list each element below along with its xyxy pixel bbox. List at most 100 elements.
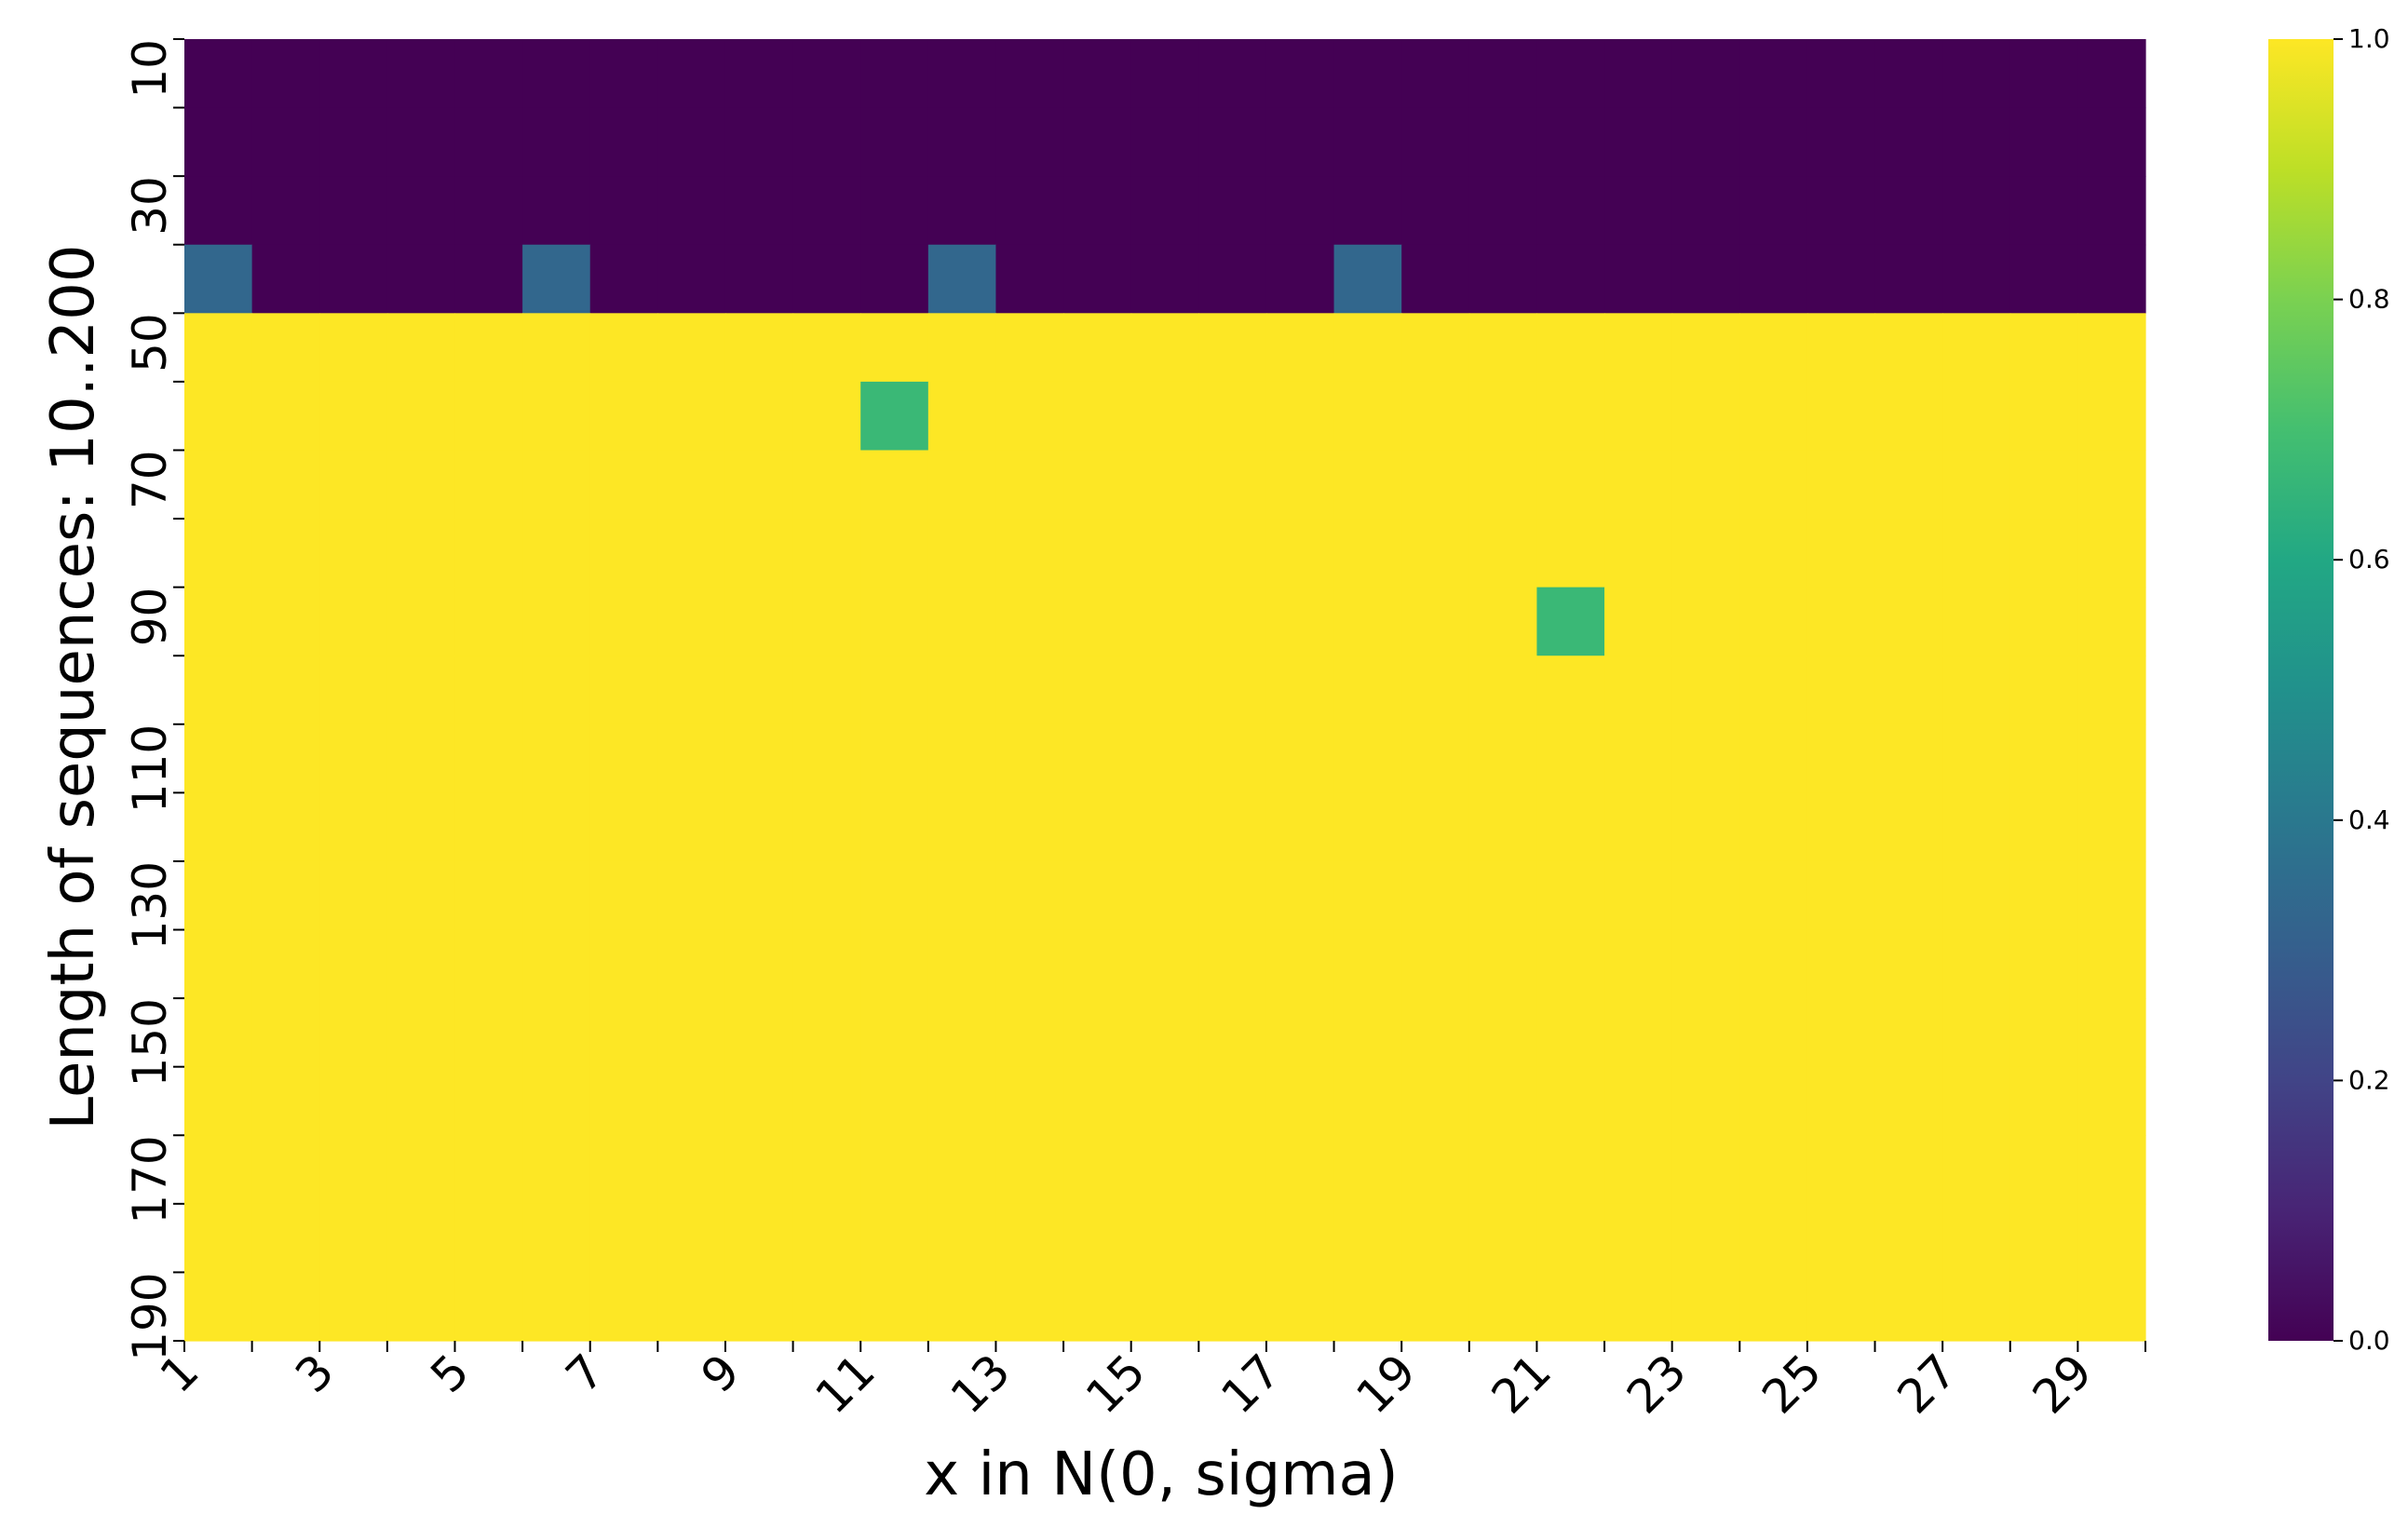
heatmap-cell xyxy=(589,39,658,109)
heatmap-cell xyxy=(927,1066,997,1136)
heatmap-cell xyxy=(1671,381,1740,452)
heatmap-cell xyxy=(454,519,523,588)
heatmap-cell xyxy=(1671,244,1740,314)
heatmap-cell xyxy=(1942,1135,2011,1205)
heatmap-cell xyxy=(1063,587,1132,656)
heatmap-cell xyxy=(927,723,997,793)
heatmap-cell xyxy=(1806,381,1876,452)
heatmap-cell xyxy=(1604,792,1673,862)
heatmap-cell xyxy=(251,1272,320,1342)
heatmap-cell xyxy=(1874,860,1943,931)
heatmap-cell xyxy=(1536,929,1605,999)
heatmap-cell xyxy=(522,107,591,177)
heatmap-cell xyxy=(1671,723,1740,793)
heatmap-cell xyxy=(1130,450,1199,520)
heatmap-cell xyxy=(1063,313,1132,383)
heatmap-cell xyxy=(1333,860,1402,931)
heatmap-cell xyxy=(1468,519,1538,588)
heatmap-cell xyxy=(1468,1066,1538,1136)
heatmap-cell xyxy=(1536,792,1605,862)
heatmap-cell xyxy=(184,313,253,383)
heatmap-cell xyxy=(1265,1203,1335,1274)
heatmap-cell xyxy=(1874,107,1943,177)
heatmap-cell xyxy=(2077,792,2146,862)
heatmap-cell xyxy=(1333,244,1402,314)
heatmap-cell xyxy=(1874,1272,1943,1342)
heatmap-cell xyxy=(1874,381,1943,452)
heatmap-cell xyxy=(724,39,794,109)
heatmap-cell xyxy=(657,860,726,931)
heatmap-cell xyxy=(1130,860,1199,931)
heatmap-cell xyxy=(1333,519,1402,588)
heatmap-cell xyxy=(1401,107,1470,177)
heatmap-cell xyxy=(2077,1272,2146,1342)
heatmap-cell xyxy=(1333,1135,1402,1205)
heatmap-cell xyxy=(1130,313,1199,383)
heatmap-cell xyxy=(1604,723,1673,793)
heatmap-cell xyxy=(1874,1066,1943,1136)
heatmap-cell xyxy=(184,587,253,656)
heatmap-cell xyxy=(1739,107,1808,177)
heatmap-cell xyxy=(1806,450,1876,520)
heatmap-cell xyxy=(724,244,794,314)
heatmap-cell xyxy=(1130,998,1199,1068)
heatmap-cell xyxy=(995,244,1064,314)
heatmap-cell xyxy=(589,1135,658,1205)
heatmap-cell xyxy=(1739,39,1808,109)
heatmap-cell xyxy=(1468,656,1538,725)
heatmap-cell xyxy=(522,587,591,656)
x-tick-label: 19 xyxy=(1346,1344,1427,1424)
heatmap-cell xyxy=(1198,929,1267,999)
heatmap-cell xyxy=(792,1272,861,1342)
heatmap-cell xyxy=(1604,1203,1673,1274)
heatmap-cell xyxy=(319,381,388,452)
heatmap-cell xyxy=(1536,381,1605,452)
heatmap-cell xyxy=(1739,1066,1808,1136)
heatmap-cell xyxy=(1401,723,1470,793)
heatmap-cell xyxy=(184,860,253,931)
heatmap-cell xyxy=(251,176,320,246)
heatmap-cell xyxy=(1198,1135,1267,1205)
heatmap-cell xyxy=(860,244,929,314)
heatmap-cell xyxy=(319,929,388,999)
heatmap-cell xyxy=(589,1066,658,1136)
heatmap-cell xyxy=(1806,244,1876,314)
heatmap-cell xyxy=(1604,860,1673,931)
heatmap-cell xyxy=(1942,450,2011,520)
heatmap-cell xyxy=(1063,1066,1132,1136)
heatmap-cell xyxy=(792,1066,861,1136)
heatmap-cell xyxy=(1604,519,1673,588)
heatmap-cell xyxy=(2009,39,2078,109)
heatmap-cell xyxy=(1198,381,1267,452)
heatmap-cell xyxy=(319,1066,388,1136)
heatmap-cell xyxy=(2077,107,2146,177)
heatmap-cell xyxy=(386,450,456,520)
heatmap-cell xyxy=(589,107,658,177)
heatmap-cell xyxy=(1333,313,1402,383)
heatmap-cell xyxy=(1806,176,1876,246)
x-tick-label: 29 xyxy=(2022,1344,2103,1424)
heatmap-cell xyxy=(995,313,1064,383)
heatmap-cell xyxy=(1401,1135,1470,1205)
heatmap-cell xyxy=(1401,792,1470,862)
heatmap-cell xyxy=(589,929,658,999)
heatmap-cell xyxy=(1468,1135,1538,1205)
x-tick-label: 17 xyxy=(1211,1344,1291,1424)
y-tick-label: 130 xyxy=(123,861,177,950)
heatmap-cell xyxy=(319,860,388,931)
heatmap-cell xyxy=(792,519,861,588)
heatmap-cell xyxy=(724,656,794,725)
heatmap-cell xyxy=(1739,519,1808,588)
heatmap-cell xyxy=(386,1272,456,1342)
heatmap-cell xyxy=(589,381,658,452)
x-tick-label: 23 xyxy=(1617,1344,1697,1424)
y-axis-label: Length of sequences: 10..200 xyxy=(39,244,108,1129)
heatmap-cell xyxy=(184,450,253,520)
heatmap-cell xyxy=(1130,587,1199,656)
heatmap-cell xyxy=(657,176,726,246)
heatmap-cell xyxy=(1671,1135,1740,1205)
heatmap-cell xyxy=(1942,39,2011,109)
heatmap-cell xyxy=(1198,723,1267,793)
heatmap-cell xyxy=(454,1066,523,1136)
